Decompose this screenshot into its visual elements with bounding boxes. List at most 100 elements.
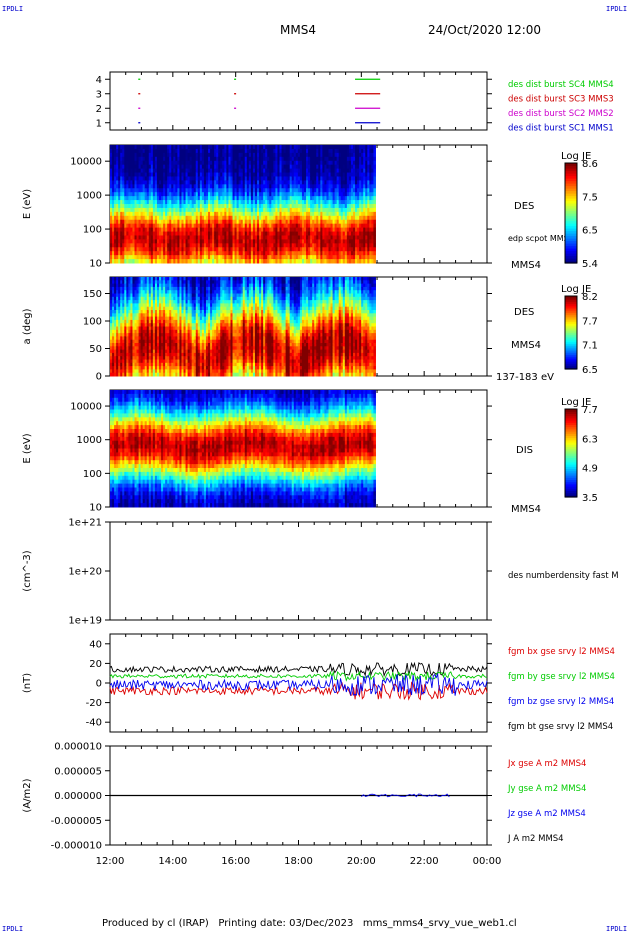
spectrogram-cell [344,188,348,193]
spectrogram-cell [142,280,146,285]
spectrogram-cell [246,211,250,217]
spectrogram-cell [161,283,164,288]
spectrogram-cell [348,243,352,248]
spectrogram-cell [144,215,148,221]
spectrogram-cell [191,215,195,221]
spectrogram-cell [161,196,164,201]
spectrogram-cell [122,277,125,281]
spectrogram-cell [146,343,150,347]
spectrogram-cell [346,152,350,158]
spectrogram-cell [187,200,191,205]
spectrogram-cell [273,156,276,162]
spectrogram-cell [232,152,236,158]
spectrogram-cell [314,227,317,233]
spectrogram-cell [199,148,203,154]
spectrogram-cell [346,200,350,205]
spectrogram-cell [181,243,185,248]
spectrogram-cell [140,310,144,314]
spectrogram-cell [154,346,158,351]
spectrogram-cell [287,243,291,248]
spectrogram-cell [150,215,154,221]
spectrogram-cell [373,184,376,189]
spectrogram-cell [263,243,266,248]
spectrogram-cell [254,223,258,229]
spectrogram-cell [320,219,323,225]
spectrogram-cell [120,160,123,166]
spectrogram-cell [181,156,185,162]
spectrogram-cell [156,329,160,334]
spectrogram-cell [332,156,336,162]
spectrogram-cell [359,255,362,260]
spectrogram-cell [134,223,138,229]
spectrogram-cell [118,180,121,185]
spectrogram-cell [238,180,242,185]
spectrogram-cell [181,251,185,256]
spectrogram-cell [177,255,180,260]
spectrogram-cell [112,313,115,318]
spectrogram-cell [355,184,358,189]
spectrogram-cell [201,168,205,174]
spectrogram-cell [289,145,293,150]
spectrogram-cell [169,152,172,158]
spectrogram-cell [344,219,348,225]
spectrogram-cell [173,255,176,260]
spectrogram-cell [275,168,278,174]
spectrogram-cell [126,290,129,294]
spectrogram-cell [359,223,362,229]
spectrogram-cell [203,168,207,174]
spectrogram-cell [156,247,160,252]
spectrogram-cell [312,196,315,201]
spectrogram-cell [230,251,234,256]
spectrogram-cell [269,160,272,166]
spectrogram-cell [361,180,364,185]
spectrogram-cell [252,184,256,189]
spectrogram-cells [110,145,376,264]
spectrogram-cell [244,204,248,209]
spectrogram-cell [126,372,129,377]
spectrogram-cell [261,188,264,193]
spectrogram-cell [210,243,213,248]
spectrogram-cell [371,204,374,209]
spectrogram-cell [142,251,146,256]
spectrogram-cell [273,188,276,193]
spectrogram-cell [303,168,307,174]
spectrogram-cell [222,176,225,181]
spectrogram-cell [308,148,311,154]
spectrogram-cell [267,219,270,225]
spectrogram-cell [134,176,138,181]
spectrogram-cell [124,196,127,201]
spectrogram-cell [340,207,344,213]
spectrogram-cell [338,211,342,217]
spectrogram-cell [301,168,305,174]
spectrogram-cell [197,204,201,209]
spectrogram-cell [265,152,268,158]
spectrogram-cell [159,356,162,360]
spectrogram-cell [291,223,295,229]
spectrogram-cell [156,369,160,374]
spectrogram-cell [297,164,301,170]
spectrogram-cell [246,145,250,150]
spectrogram-cell [187,204,191,209]
spectrogram-cell [275,255,278,260]
spectrogram-cell [116,313,119,318]
spectrogram-cell [132,352,136,357]
spectrogram-cell [159,247,162,252]
spectrogram-cell [118,316,121,321]
spectrogram-cell [371,145,374,150]
spectrogram-cell [201,192,205,197]
spectrogram-cell [281,255,285,260]
spectrogram-cell [218,200,221,205]
spectrogram-cell [132,239,136,244]
spectrogram-cell [367,164,370,170]
spectrogram-cell [118,356,121,360]
spectrogram-cell [167,259,170,264]
spectrogram-cell [316,184,319,189]
spectrogram-cell [163,145,166,150]
spectrogram-cell [146,251,150,256]
spectrogram-cell [289,188,293,193]
spectrogram-cell [175,164,178,170]
spectrogram-cell [336,255,340,260]
spectrogram-cell [234,255,238,260]
spectrogram-cell [169,156,172,162]
colorbar-swatch [565,238,577,242]
